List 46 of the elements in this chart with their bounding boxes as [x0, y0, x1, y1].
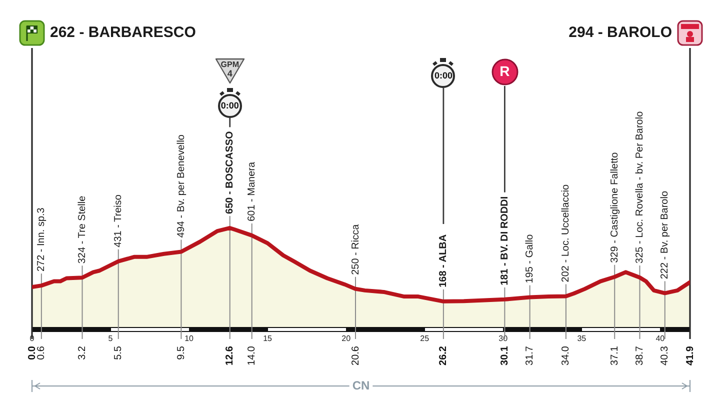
- x-tick-label: 30: [498, 334, 508, 344]
- x2-tick-label: 14.0: [246, 346, 258, 366]
- x2-tick-label: 37.1: [609, 346, 620, 366]
- x2-tick-label: 30.1: [499, 346, 510, 366]
- data-label: 250 - Ricca: [350, 224, 362, 275]
- ref-line-label: 262 - BARBARESCO: [50, 24, 196, 42]
- x2-tick-label: 26.2: [438, 346, 450, 366]
- x2-tick-label: 38.7: [634, 346, 646, 366]
- x2-tick-label: 34.0: [560, 346, 572, 366]
- data-label: 329 - Castiglione Falletto: [609, 152, 620, 263]
- x-tick-label: 5: [108, 334, 114, 344]
- text: GPM 4: [220, 60, 240, 78]
- ref-line-label: 294 - BAROLO: [568, 24, 672, 42]
- x2-tick-label: 5.5: [113, 346, 124, 360]
- x2-tick-label: 20.6: [350, 346, 362, 366]
- x2-tick-label: 31.7: [524, 346, 536, 366]
- x-tick-label: 0: [30, 334, 35, 344]
- data-label: 325 - Loc. Rovella - bv. Per Barolo: [634, 110, 646, 264]
- x2-tick-label: 3.2: [77, 346, 88, 360]
- x2-tick-label: 0.0: [26, 346, 38, 360]
- text: 0:00: [220, 100, 239, 110]
- x2-tick-label: 12.6: [224, 346, 236, 366]
- x-tick-label: 40: [656, 334, 666, 344]
- data-label: 181 - BV. DI RODDI: [499, 196, 510, 286]
- data-label: 650 - BOSCASSO: [224, 130, 236, 214]
- x2-tick-label: 0.6: [36, 346, 48, 360]
- data-label: 601 - Manera: [246, 162, 258, 222]
- data-label: 168 - ALBA: [438, 234, 450, 288]
- data-label: 222 - Bv. per Barolo: [660, 190, 671, 280]
- data-label: 324 - Tre Stelle: [77, 195, 88, 264]
- x2-tick-label: 40.3: [660, 346, 671, 366]
- x-tick-label: 20: [342, 334, 352, 344]
- data-label: 431 - Treiso: [113, 194, 124, 248]
- data-label: 202 - Loc. Uccellaccio: [560, 184, 572, 282]
- x-tick-label: 10: [184, 334, 194, 344]
- text: CN: [352, 378, 370, 392]
- x2-tick-label: 9.5: [176, 346, 187, 360]
- x-tick-label: 25: [420, 334, 430, 344]
- x-tick-label: 15: [263, 334, 273, 344]
- text: R: [500, 62, 510, 79]
- data-label: 494 - Bv. per Benevello: [176, 134, 187, 238]
- x-tick-label: 35: [577, 334, 587, 344]
- text: 0:00: [434, 70, 452, 80]
- data-label: 272 - Inn. sp.3: [36, 207, 48, 272]
- x2-tick-label: 41.9: [684, 346, 696, 366]
- data-label: 195 - Gallo: [524, 234, 536, 284]
